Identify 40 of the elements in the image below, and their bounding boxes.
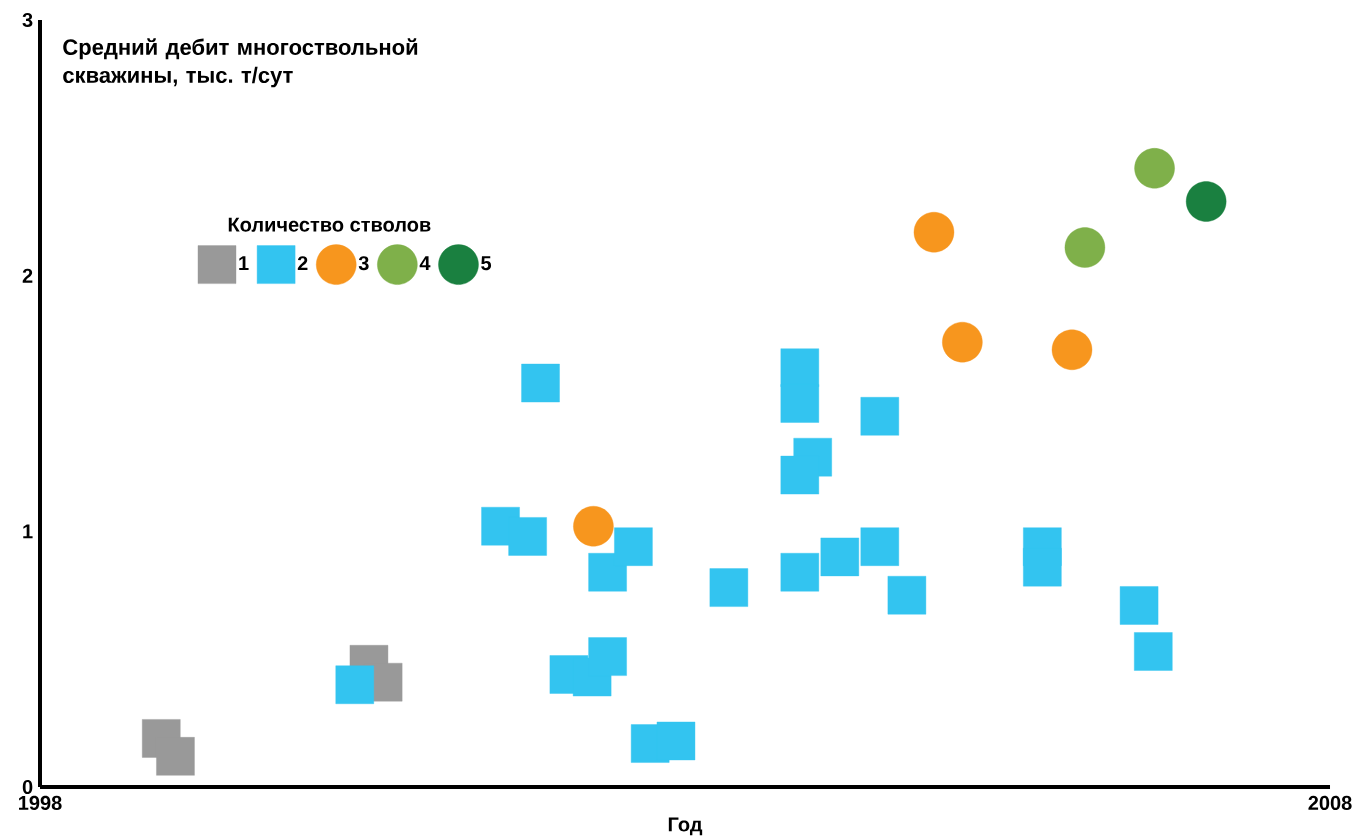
x-axis-title: Год [668,817,703,836]
point [820,537,860,577]
legend-label: 3 [358,256,369,271]
point [156,737,195,776]
legend-label: 4 [419,256,431,270]
point [860,397,899,436]
point [780,384,820,423]
y-tick-label: 0 [22,779,33,795]
legend-title: Количество стволов [228,217,431,232]
point [1134,632,1173,671]
legend-label: 2 [297,256,308,271]
point [780,455,820,495]
point [656,721,696,761]
point [780,348,820,387]
y-axis-title: Средний дебит многоствольной скважины, тыс. т/сут [63,38,418,88]
point [1051,329,1093,371]
point [1119,586,1159,625]
point [942,321,983,363]
point [709,568,749,607]
point [508,517,547,556]
point [335,665,374,704]
point [588,637,627,676]
point [1064,227,1106,268]
y-tick-label: 3 [22,12,33,28]
legend-label: 1 [239,256,249,270]
point [1023,547,1062,587]
point [887,576,927,615]
x-tick-label: 2008 [1308,795,1352,811]
y-tick-label: 2 [22,268,33,283]
point [614,527,653,566]
point [1134,148,1175,189]
point [573,506,614,547]
point [860,527,899,566]
point [913,212,955,253]
point [1185,181,1227,222]
point [780,553,820,592]
y-tick-label: 1 [23,524,33,539]
x-tick-label: 1998 [19,795,62,811]
point [521,363,560,403]
legend-label: 5 [481,256,492,271]
